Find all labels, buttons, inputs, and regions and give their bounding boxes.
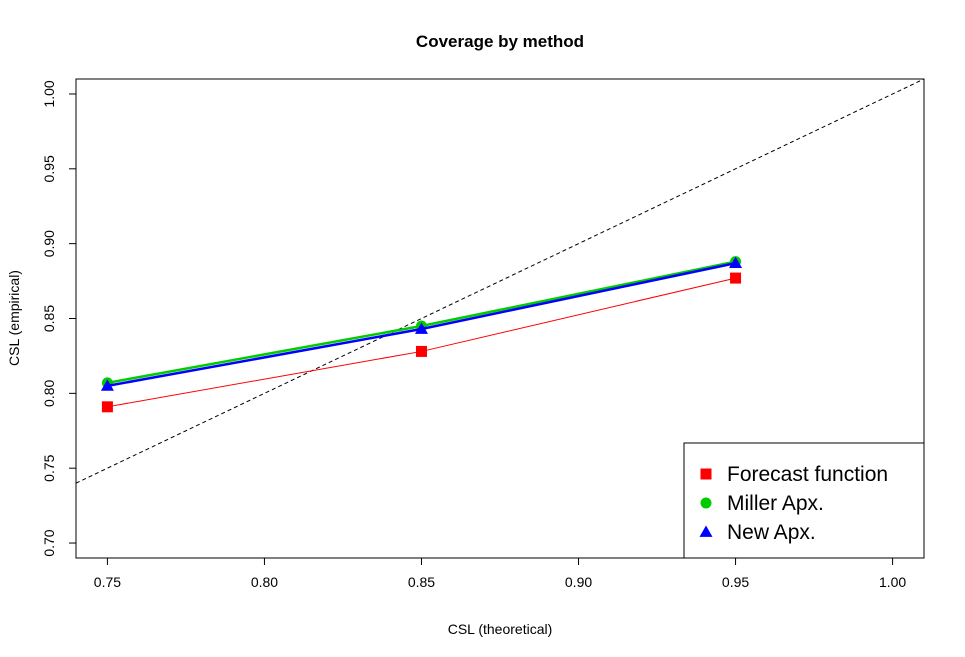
legend-label-new-apx: New Apx. <box>727 521 816 544</box>
legend-label-miller-apx: Miller Apx. <box>727 492 824 515</box>
y-tick-label: 0.75 <box>41 454 57 481</box>
data-point-new-apx <box>729 256 743 268</box>
x-axis-label: CSL (theoretical) <box>448 621 553 637</box>
series-line-forecast-function <box>107 277 736 408</box>
x-tick-label: 0.80 <box>251 574 278 590</box>
y-tick-label: 0.90 <box>41 230 57 257</box>
x-tick-label: 0.85 <box>408 574 435 590</box>
y-tick-label: 0.80 <box>41 380 57 407</box>
y-tick-label: 0.95 <box>41 155 57 182</box>
legend: Forecast function Miller Apx. New Apx. <box>683 442 925 559</box>
x-tick-label: 0.75 <box>94 574 121 590</box>
plot-area <box>76 79 924 484</box>
legend-label-forecast-function: Forecast function <box>727 463 888 486</box>
chart-title: Coverage by method <box>416 32 584 51</box>
legend-marker-miller-apx <box>700 497 712 509</box>
data-point-forecast-function <box>415 345 427 357</box>
legend-marker-new-apx <box>699 525 713 537</box>
x-tick-label: 0.90 <box>565 574 592 590</box>
y-axis-label: CSL (empirical) <box>6 270 22 366</box>
data-point-forecast-function <box>730 272 742 284</box>
y-tick-label: 0.70 <box>41 529 57 556</box>
series-forecast-function <box>101 272 742 413</box>
identity-reference-line <box>76 79 924 484</box>
data-point-forecast-function <box>101 401 113 413</box>
axis-ticks: 0.75 0.80 0.85 0.90 0.95 1.00 0.70 0.75 0.80 0.85… <box>41 80 906 590</box>
x-tick-label: 1.00 <box>879 574 906 590</box>
y-tick-label: 0.85 <box>41 305 57 332</box>
data-point-new-apx <box>100 379 114 391</box>
legend-marker-forecast-function <box>700 468 712 480</box>
legend-box <box>683 442 925 559</box>
x-tick-label: 0.95 <box>722 574 749 590</box>
y-tick-label: 1.00 <box>41 80 57 107</box>
series-new-apx <box>100 256 743 391</box>
data-point-new-apx <box>414 322 428 334</box>
